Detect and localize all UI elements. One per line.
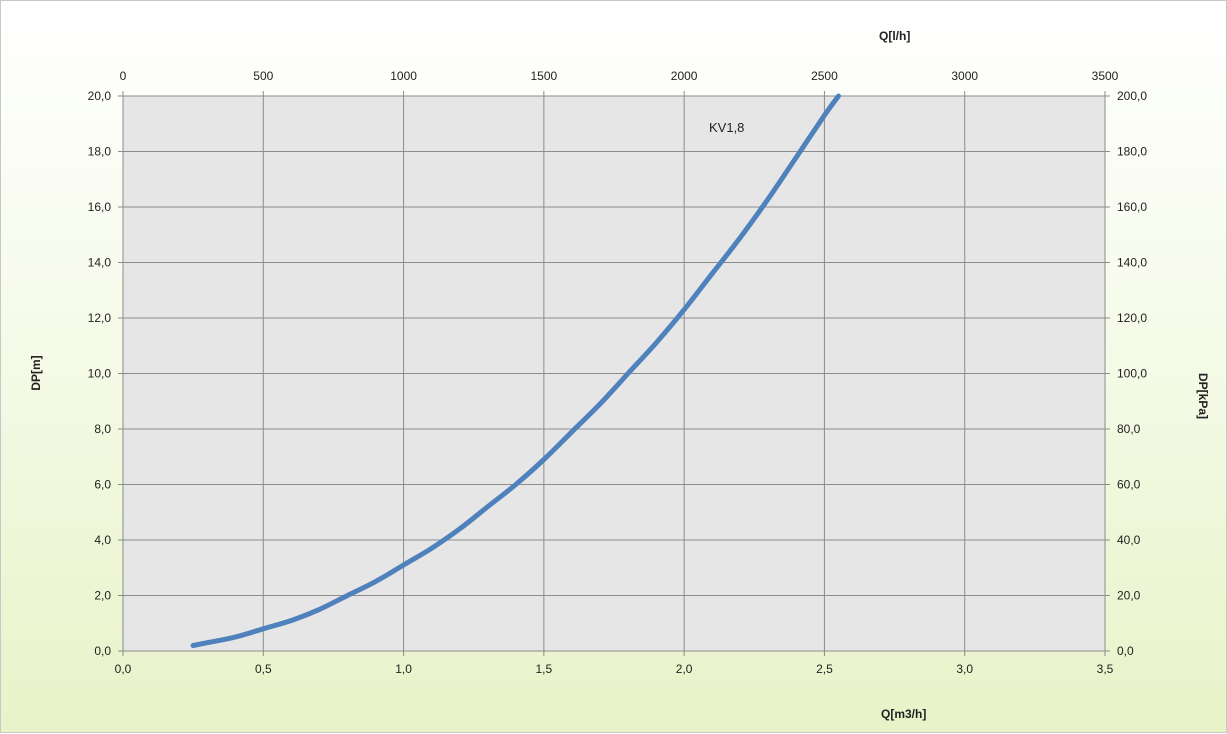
x-top-tick-label: 1000: [390, 69, 417, 83]
x-bottom-tick-label: 3,0: [956, 662, 973, 676]
y-left-tick-label: 0,0: [94, 644, 111, 658]
y-left-tick-label: 4,0: [94, 533, 111, 547]
y-right-tick-label: 20,0: [1117, 589, 1141, 603]
x-bottom-tick-label: 0,5: [255, 662, 272, 676]
y-right-tick-label: 40,0: [1117, 533, 1141, 547]
x-top-tick-label: 0: [120, 69, 127, 83]
y-left-tick-label: 20,0: [88, 89, 112, 103]
x-bottom-tick-label: 1,0: [395, 662, 412, 676]
series-line-kv1-8: [190, 93, 841, 648]
x-bottom-axis-title: Q[m3/h]: [881, 707, 926, 721]
x-bottom-tick-label: 2,0: [676, 662, 693, 676]
y-right-tick-label: 120,0: [1117, 311, 1147, 325]
y-right-tick-label: 100,0: [1117, 367, 1147, 381]
x-top-tick-label: 1500: [531, 69, 558, 83]
y-left-axis-title: DP[m]: [29, 355, 43, 390]
y-left-tick-label: 14,0: [88, 256, 112, 270]
y-left-tick-label: 10,0: [88, 367, 112, 381]
y-right-tick-label: 0,0: [1117, 644, 1134, 658]
tick-labels: 0,0 0 0,5 500 1,0 1000 1,5 1500 2,0 2000 2,5 2500 3,…: [88, 69, 1148, 676]
x-bottom-tick-label: 3,5: [1097, 662, 1114, 676]
plot-border: [122, 95, 1106, 652]
x-top-tick-label: 500: [253, 69, 273, 83]
y-left-tick-label: 12,0: [88, 311, 112, 325]
series-label-kv1-8: KV1,8: [709, 120, 744, 135]
y-right-tick-label: 200,0: [1117, 89, 1147, 103]
x-top-tick-label: 3500: [1092, 69, 1119, 83]
y-right-tick-label: 60,0: [1117, 478, 1141, 492]
x-bottom-tick-label: 2,5: [816, 662, 833, 676]
y-left-tick-label: 8,0: [94, 422, 111, 436]
grid-lines: [118, 91, 1110, 656]
y-right-tick-label: 80,0: [1117, 422, 1141, 436]
x-top-tick-label: 2000: [671, 69, 698, 83]
y-left-tick-label: 6,0: [94, 478, 111, 492]
y-left-tick-label: 16,0: [88, 200, 112, 214]
x-top-tick-label: 2500: [811, 69, 838, 83]
y-right-tick-label: 160,0: [1117, 200, 1147, 214]
y-left-tick-label: 18,0: [88, 145, 112, 159]
y-right-axis-title: DP[kPa]: [1196, 373, 1210, 419]
x-top-axis-title: Q[l/h]: [879, 29, 910, 43]
x-bottom-tick-label: 0,0: [115, 662, 132, 676]
y-right-tick-label: 180,0: [1117, 145, 1147, 159]
x-bottom-tick-label: 1,5: [536, 662, 553, 676]
y-right-tick-label: 140,0: [1117, 256, 1147, 270]
x-top-tick-label: 3000: [951, 69, 978, 83]
y-left-tick-label: 2,0: [94, 589, 111, 603]
